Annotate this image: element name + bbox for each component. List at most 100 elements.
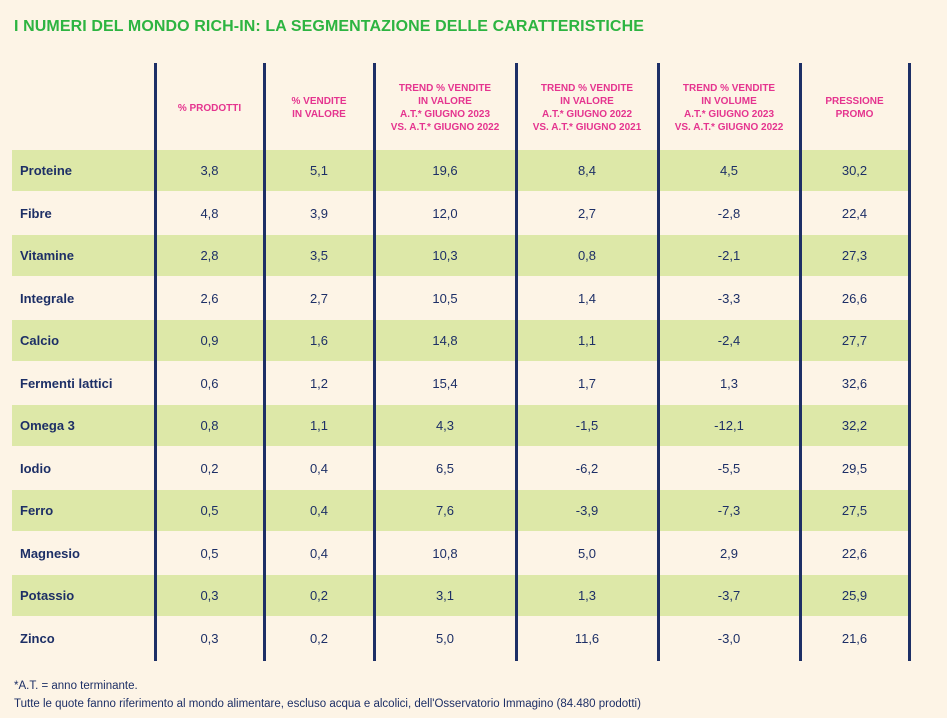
table-cell: 3,9 <box>309 205 329 221</box>
table-cell: 0,2 <box>309 630 329 646</box>
column-divider <box>799 63 802 661</box>
table-cell: -2,4 <box>717 333 741 348</box>
table-cell: 1,4 <box>577 290 597 306</box>
table-cell: 1,7 <box>577 375 597 391</box>
table-cell: 6,5 <box>435 460 455 476</box>
table-cell: 12,0 <box>432 205 458 221</box>
table-cell: 0,3 <box>200 588 219 603</box>
table-cell: 4,3 <box>435 418 455 433</box>
table-cell: 0,9 <box>200 333 219 348</box>
row-highlight <box>12 235 910 276</box>
table-cell: 27,5 <box>841 503 868 518</box>
table-cell: 0,4 <box>309 460 329 476</box>
footnote-at: *A.T. = anno terminante. <box>14 680 138 692</box>
table-cell: 0,3 <box>200 630 219 646</box>
table-cell: 0,8 <box>200 418 219 433</box>
table-cell: 4,5 <box>719 163 739 178</box>
table-cell: 32,6 <box>841 375 868 391</box>
row-highlight <box>12 490 910 531</box>
row-label: Proteine <box>20 163 73 178</box>
table-cell: 0,5 <box>200 503 219 518</box>
table-cell: 1,6 <box>309 333 329 348</box>
table-cell: 19,6 <box>432 163 458 178</box>
column-divider <box>373 63 376 661</box>
row-highlight <box>12 575 910 616</box>
table-cell: -3,7 <box>717 588 741 603</box>
table-cell: -2,1 <box>717 248 741 263</box>
table-cell: 15,4 <box>432 375 458 391</box>
column-header: % VENDITE IN VALORE <box>291 96 347 120</box>
table-cell: 3,5 <box>309 248 329 263</box>
table-cell: -2,8 <box>717 205 741 221</box>
table-cell: 26,6 <box>841 290 868 306</box>
table-cell: 3,1 <box>435 588 455 603</box>
table-cell: 3,8 <box>200 163 219 178</box>
column-header: % PRODOTTI <box>177 102 242 114</box>
table-cell: 0,4 <box>309 503 329 518</box>
table-cell: 2,8 <box>200 248 219 263</box>
row-highlight <box>12 150 910 191</box>
column-header: TREND % VENDITE IN VOLUME A.T.* GIUGNO 2… <box>674 83 784 133</box>
table-cell: 10,8 <box>432 545 458 561</box>
row-label: Zinco <box>20 630 55 646</box>
table-cell: 7,6 <box>435 503 455 518</box>
table-cell: -7,3 <box>717 503 741 518</box>
table-cell: 1,1 <box>577 333 597 348</box>
column-divider <box>908 63 911 661</box>
column-divider <box>515 63 518 661</box>
table-cell: 22,6 <box>841 545 868 561</box>
row-highlight <box>12 405 910 446</box>
table-cell: 8,4 <box>577 163 597 178</box>
table-cell: 5,0 <box>435 630 455 646</box>
table-cell: 2,6 <box>200 290 219 306</box>
table-cell: 11,6 <box>574 630 600 646</box>
table-cell: 21,6 <box>841 630 868 646</box>
footnote-source: Tutte le quote fanno riferimento al mond… <box>14 698 641 710</box>
page-title: I NUMERI DEL MONDO RICH-IN: LA SEGMENTAZ… <box>14 18 644 35</box>
table-cell: 2,7 <box>577 205 597 221</box>
row-label: Vitamine <box>20 248 74 263</box>
row-label: Potassio <box>20 588 75 603</box>
table-cell: 5,0 <box>577 545 597 561</box>
table-cell: -3,3 <box>717 290 741 306</box>
table-cell: 2,7 <box>309 290 329 306</box>
table-cell: 0,2 <box>309 588 329 603</box>
row-label: Calcio <box>20 333 60 348</box>
table-cell: 1,3 <box>577 588 597 603</box>
table-cell: 25,9 <box>841 588 868 603</box>
table-cell: 29,5 <box>841 460 868 476</box>
column-header: TREND % VENDITE IN VALORE A.T.* GIUGNO 2… <box>390 83 500 133</box>
row-highlight <box>12 320 910 361</box>
row-label: Omega 3 <box>20 418 75 433</box>
table-cell: 14,8 <box>432 333 458 348</box>
table-cell: 0,8 <box>577 248 597 263</box>
table-cell: -3,0 <box>717 630 741 646</box>
table-cell: 1,2 <box>309 375 329 391</box>
table-cell: 27,3 <box>841 248 868 263</box>
column-header: PRESSIONE PROMO <box>825 96 884 120</box>
table-cell: 4,8 <box>200 205 219 221</box>
table-cell: -1,5 <box>575 418 599 433</box>
table-cell: 10,5 <box>432 290 458 306</box>
table-cell: 1,1 <box>309 418 329 433</box>
table-cell: -12,1 <box>714 418 744 433</box>
column-divider <box>657 63 660 661</box>
table-cell: 0,4 <box>309 545 329 561</box>
row-label: Magnesio <box>20 545 80 561</box>
table-cell: 32,2 <box>841 418 868 433</box>
table-cell: -3,9 <box>575 503 599 518</box>
row-label: Ferro <box>20 503 54 518</box>
row-label: Fermenti lattici <box>20 375 113 391</box>
table-cell: 27,7 <box>841 333 868 348</box>
table-cell: 5,1 <box>309 163 329 178</box>
table-cell: 2,9 <box>719 545 739 561</box>
row-label: Integrale <box>20 290 75 306</box>
row-label: Iodio <box>20 460 52 476</box>
table-cell: 0,5 <box>200 545 219 561</box>
table-cell: 10,3 <box>432 248 458 263</box>
column-divider <box>154 63 157 661</box>
table-cell: 0,2 <box>200 460 219 476</box>
table-cell: -6,2 <box>575 460 599 476</box>
table-cell: 22,4 <box>841 205 868 221</box>
